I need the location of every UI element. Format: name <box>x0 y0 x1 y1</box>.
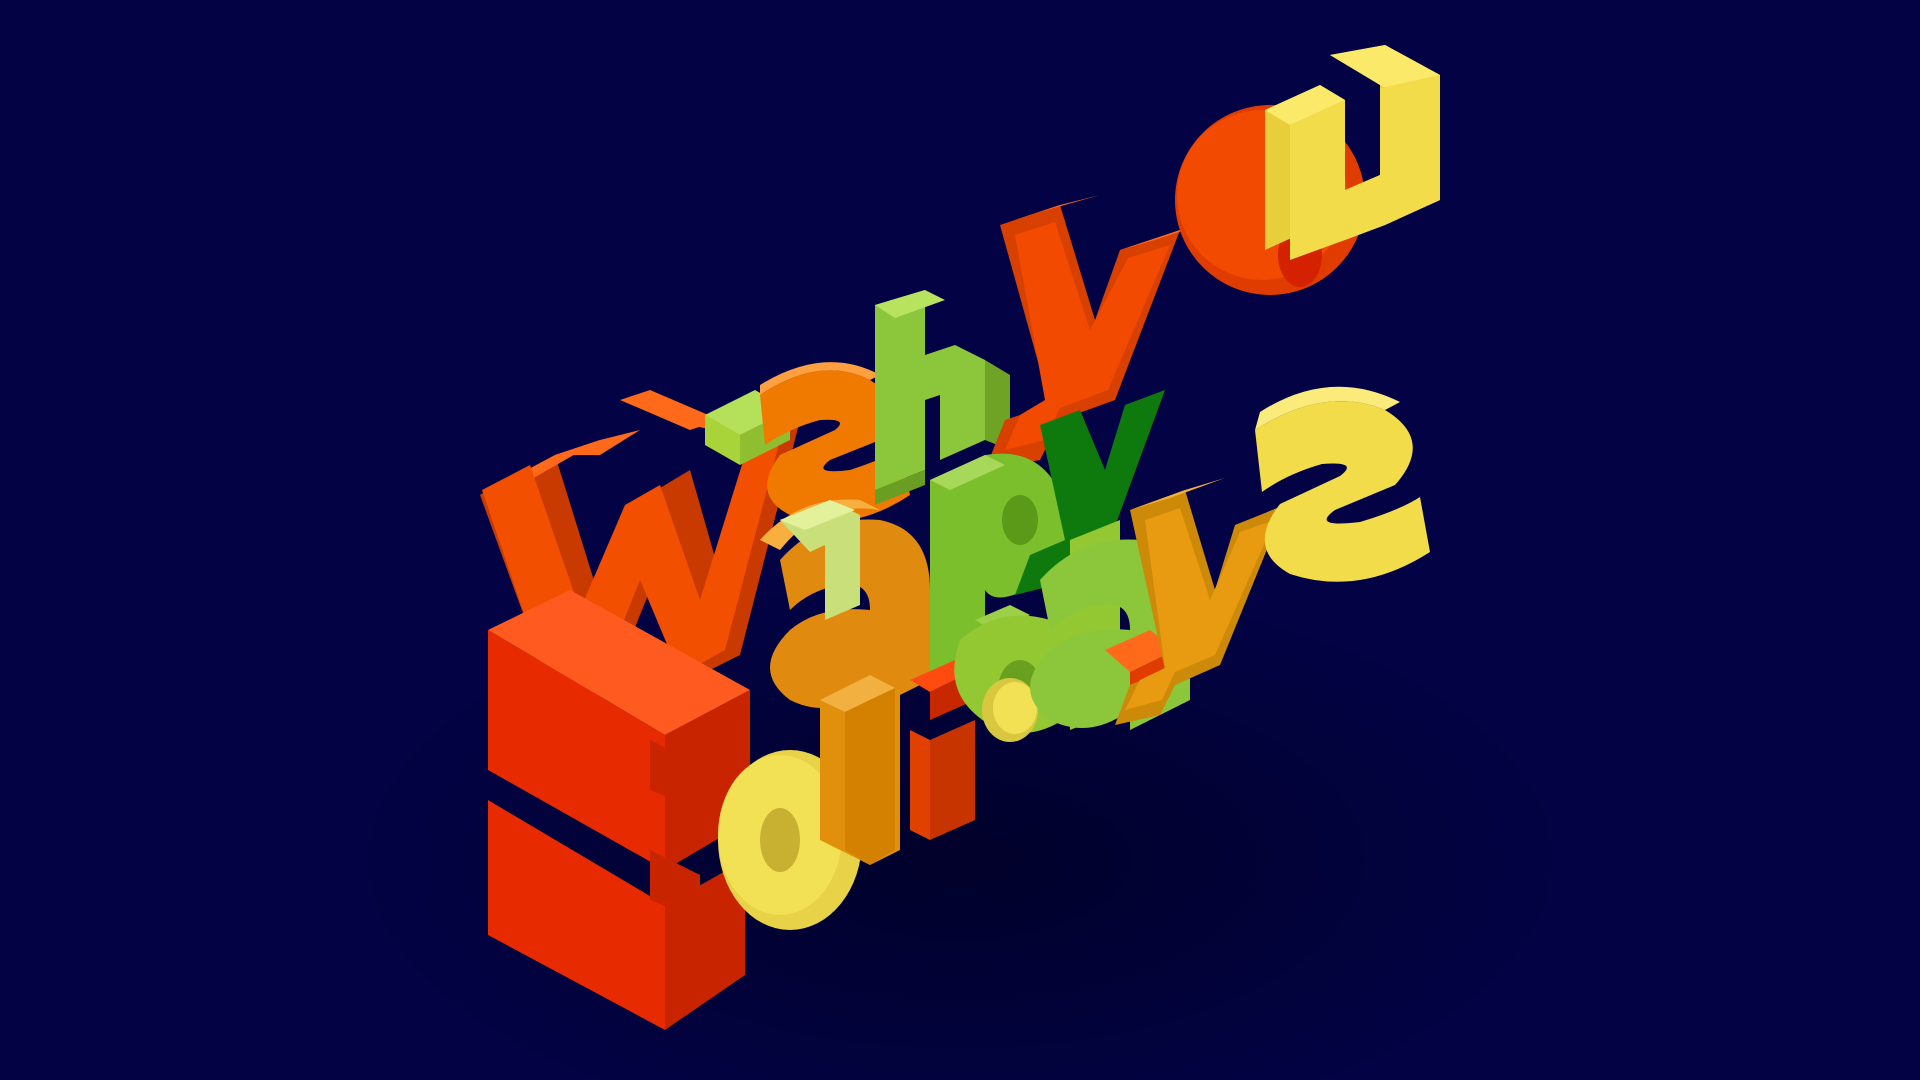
line-wish-you: Wish you <box>480 45 1440 715</box>
letter-h <box>875 290 1010 505</box>
letter-y-you <box>985 195 1215 470</box>
letter-s-holidays <box>1255 386 1430 582</box>
letter-y-holidays <box>1115 478 1315 725</box>
letter-p-happy-1 <box>780 500 860 620</box>
letter-l-holidays <box>820 675 900 865</box>
line-holidays: Holidays <box>488 386 1430 1030</box>
letter-dot-yellow <box>982 678 1038 742</box>
letter-a-happy <box>760 499 930 710</box>
line-happy: Happy <box>760 390 1165 710</box>
letter-s <box>760 362 910 522</box>
letter-u <box>1265 45 1440 260</box>
letter-h-holidays <box>488 590 750 1030</box>
letter-p-happy-2 <box>930 453 1067 685</box>
letter-y-happy <box>1015 390 1165 595</box>
